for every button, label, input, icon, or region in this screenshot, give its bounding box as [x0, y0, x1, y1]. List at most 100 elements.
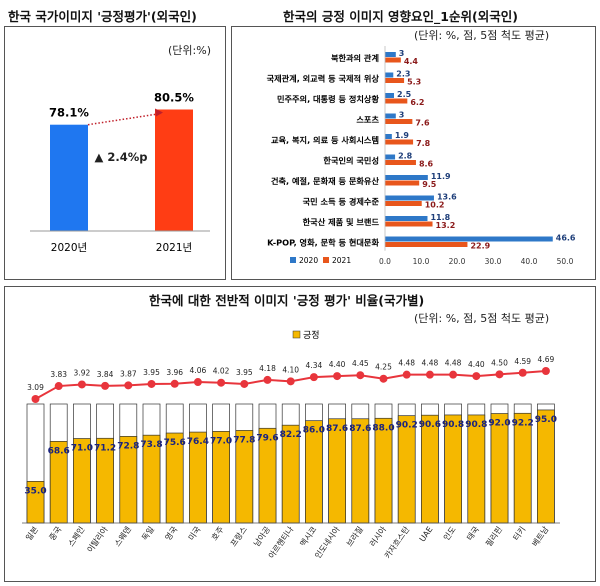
- chart3-score-point: [425, 370, 434, 379]
- chart3-score-label: 4.02: [213, 367, 230, 376]
- chart3-bar: [467, 414, 486, 524]
- chart3-value-label: 72.8: [117, 441, 139, 451]
- chart3-score-label: 3.84: [97, 370, 114, 379]
- chart2-value-2021: 22.9: [470, 242, 490, 251]
- chart3-score-point: [193, 378, 202, 387]
- chart3-score-point: [472, 372, 481, 381]
- chart1-change-label: ▲ 2.4%p: [95, 150, 148, 164]
- chart3-category-label: 이탈리아: [85, 524, 110, 554]
- chart3-value-label: 90.8: [442, 420, 464, 430]
- chart3-score-label: 4.34: [306, 361, 323, 370]
- chart2-xtick-label: 30.0: [485, 257, 502, 266]
- chart2-value-2021: 10.2: [425, 201, 445, 210]
- chart3-category-label: 스웨덴: [112, 524, 133, 548]
- chart3-score-label: 3.95: [143, 368, 160, 377]
- chart3-value-label: 92.2: [512, 418, 534, 428]
- chart2-value-2020: 11.9: [431, 172, 451, 181]
- chart3-value-label: 76.4: [187, 437, 209, 447]
- chart2-bar-2021: [385, 242, 468, 247]
- chart2-bar-2021: [385, 57, 401, 63]
- chart3-category-label: 독일: [140, 525, 156, 542]
- chart2-category-label: K-POP, 영화, 문학 등 현대문화: [267, 238, 379, 248]
- chart2-value-2021: 9.5: [422, 180, 437, 189]
- chart3-value-label: 90.2: [396, 421, 418, 431]
- chart3-bar: [444, 414, 462, 524]
- chart3-bar: [490, 413, 509, 524]
- chart3-score-point: [263, 375, 272, 384]
- chart3-bar: [537, 409, 555, 524]
- chart3-category-label: 남아공: [251, 524, 272, 548]
- chart3-score-point: [333, 372, 342, 381]
- chart3-category-label: UAE: [418, 525, 435, 544]
- chart3-score-point: [54, 382, 63, 391]
- chart3-value-label: 90.6: [419, 420, 441, 430]
- chart3-category-label: 베트남: [530, 524, 550, 548]
- chart1-category-label: 2020년: [51, 242, 87, 254]
- chart3-category-label: 브라질: [345, 525, 365, 548]
- chart3-score-label: 4.06: [190, 366, 207, 375]
- chart3-value-label: 87.6: [326, 424, 348, 434]
- chart2-bar-2020: [385, 72, 394, 78]
- chart2-value-2020: 46.6: [556, 234, 576, 243]
- chart1-bar: [50, 124, 88, 231]
- chart2-value-2020: 2.8: [398, 152, 413, 161]
- chart3-score-label: 4.48: [398, 359, 415, 368]
- chart2-bar-2021: [385, 201, 422, 206]
- chart3-score-point: [518, 368, 527, 377]
- chart2-xtick-label: 10.0: [413, 257, 430, 266]
- chart2-bar-2021: [385, 119, 413, 124]
- chart3-category-label: 중국: [48, 525, 64, 542]
- chart2-value-2021: 6.2: [410, 98, 424, 107]
- chart2-category-label: 국민 소득 등 경제수준: [303, 197, 380, 207]
- chart2-title: 한국의 긍정 이미지 영향요인_1순위(외국인): [283, 9, 518, 24]
- chart3-score-point: [379, 374, 388, 383]
- chart2-bar-2021: [385, 180, 420, 186]
- chart3-value-label: 90.8: [465, 420, 487, 430]
- chart3-score-label: 4.25: [375, 363, 392, 372]
- chart3-score-point: [309, 373, 318, 382]
- chart1-value-label: 78.1%: [49, 106, 89, 120]
- chart2-legend-label-2020: 2020: [299, 256, 318, 265]
- chart2-unit: (단위: %, 점, 5점 척도 평균): [414, 29, 550, 42]
- chart2-category-label: 건축, 예절, 문화재 등 문화유산: [271, 176, 379, 186]
- chart3-category-label: 프랑스: [228, 524, 249, 548]
- chart3-legend-label: 긍정: [303, 330, 320, 341]
- chart3-category-label: 터키: [512, 525, 528, 542]
- chart2-bar-2020: [385, 195, 434, 201]
- chart3-value-label: 77.0: [210, 436, 232, 446]
- chart1-title: 한국 국가이미지 '긍정평가'(외국인): [8, 9, 197, 24]
- chart3-bar: [421, 414, 439, 524]
- chart3-category-label: 스페인: [66, 524, 87, 548]
- chart2-value-2020: 2.5: [397, 90, 412, 99]
- chart2-bar-2020: [385, 93, 394, 98]
- chart2-bar-2021: [385, 98, 408, 104]
- chart2-value-2021: 4.4: [404, 57, 419, 66]
- chart2-value-2021: 8.6: [419, 160, 434, 169]
- chart1-unit: (단위:%): [168, 44, 211, 57]
- chart2-category-label: 민주주의, 대통령 등 정치상황: [277, 94, 380, 104]
- chart3-score-label: 3.92: [74, 368, 91, 377]
- chart3-category-label: 호주: [210, 525, 226, 542]
- chart1-category-label: 2021년: [156, 242, 192, 254]
- chart3-score-point: [217, 378, 226, 387]
- chart2-bar-2021: [385, 160, 416, 165]
- chart3-value-label: 79.6: [256, 433, 278, 443]
- chart2-bar-2020: [385, 52, 396, 57]
- chart3-category-label: 멕시코: [298, 524, 319, 548]
- chart1-bar: [155, 109, 193, 231]
- chart3-value-label: 68.6: [48, 446, 70, 456]
- chart3-value-label: 82.2: [280, 430, 302, 440]
- chart3-score-point: [356, 371, 365, 380]
- chart2-value-2021: 13.2: [436, 221, 456, 230]
- chart3-score-point: [77, 380, 86, 389]
- chart3-score-point: [449, 370, 458, 379]
- chart2-bar-2020: [385, 216, 428, 221]
- chart2-xtick-label: 40.0: [521, 257, 538, 266]
- chart3-score-label: 4.10: [282, 365, 299, 374]
- chart2-category-label: 한국인의 국민성: [323, 156, 379, 166]
- chart3-score-label: 3.09: [27, 383, 44, 392]
- chart2-category-label: 국제관계, 외교력 등 국제적 위상: [267, 74, 380, 84]
